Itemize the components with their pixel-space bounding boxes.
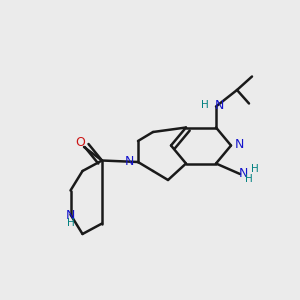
- Text: N: N: [125, 155, 134, 168]
- Text: N: N: [239, 167, 248, 180]
- Text: H: H: [244, 174, 252, 184]
- Text: N: N: [234, 138, 244, 151]
- Text: H: H: [250, 164, 258, 175]
- Text: H: H: [67, 218, 74, 228]
- Text: H: H: [201, 100, 208, 110]
- Text: N: N: [214, 99, 224, 112]
- Text: O: O: [75, 136, 85, 149]
- Text: N: N: [66, 208, 75, 222]
